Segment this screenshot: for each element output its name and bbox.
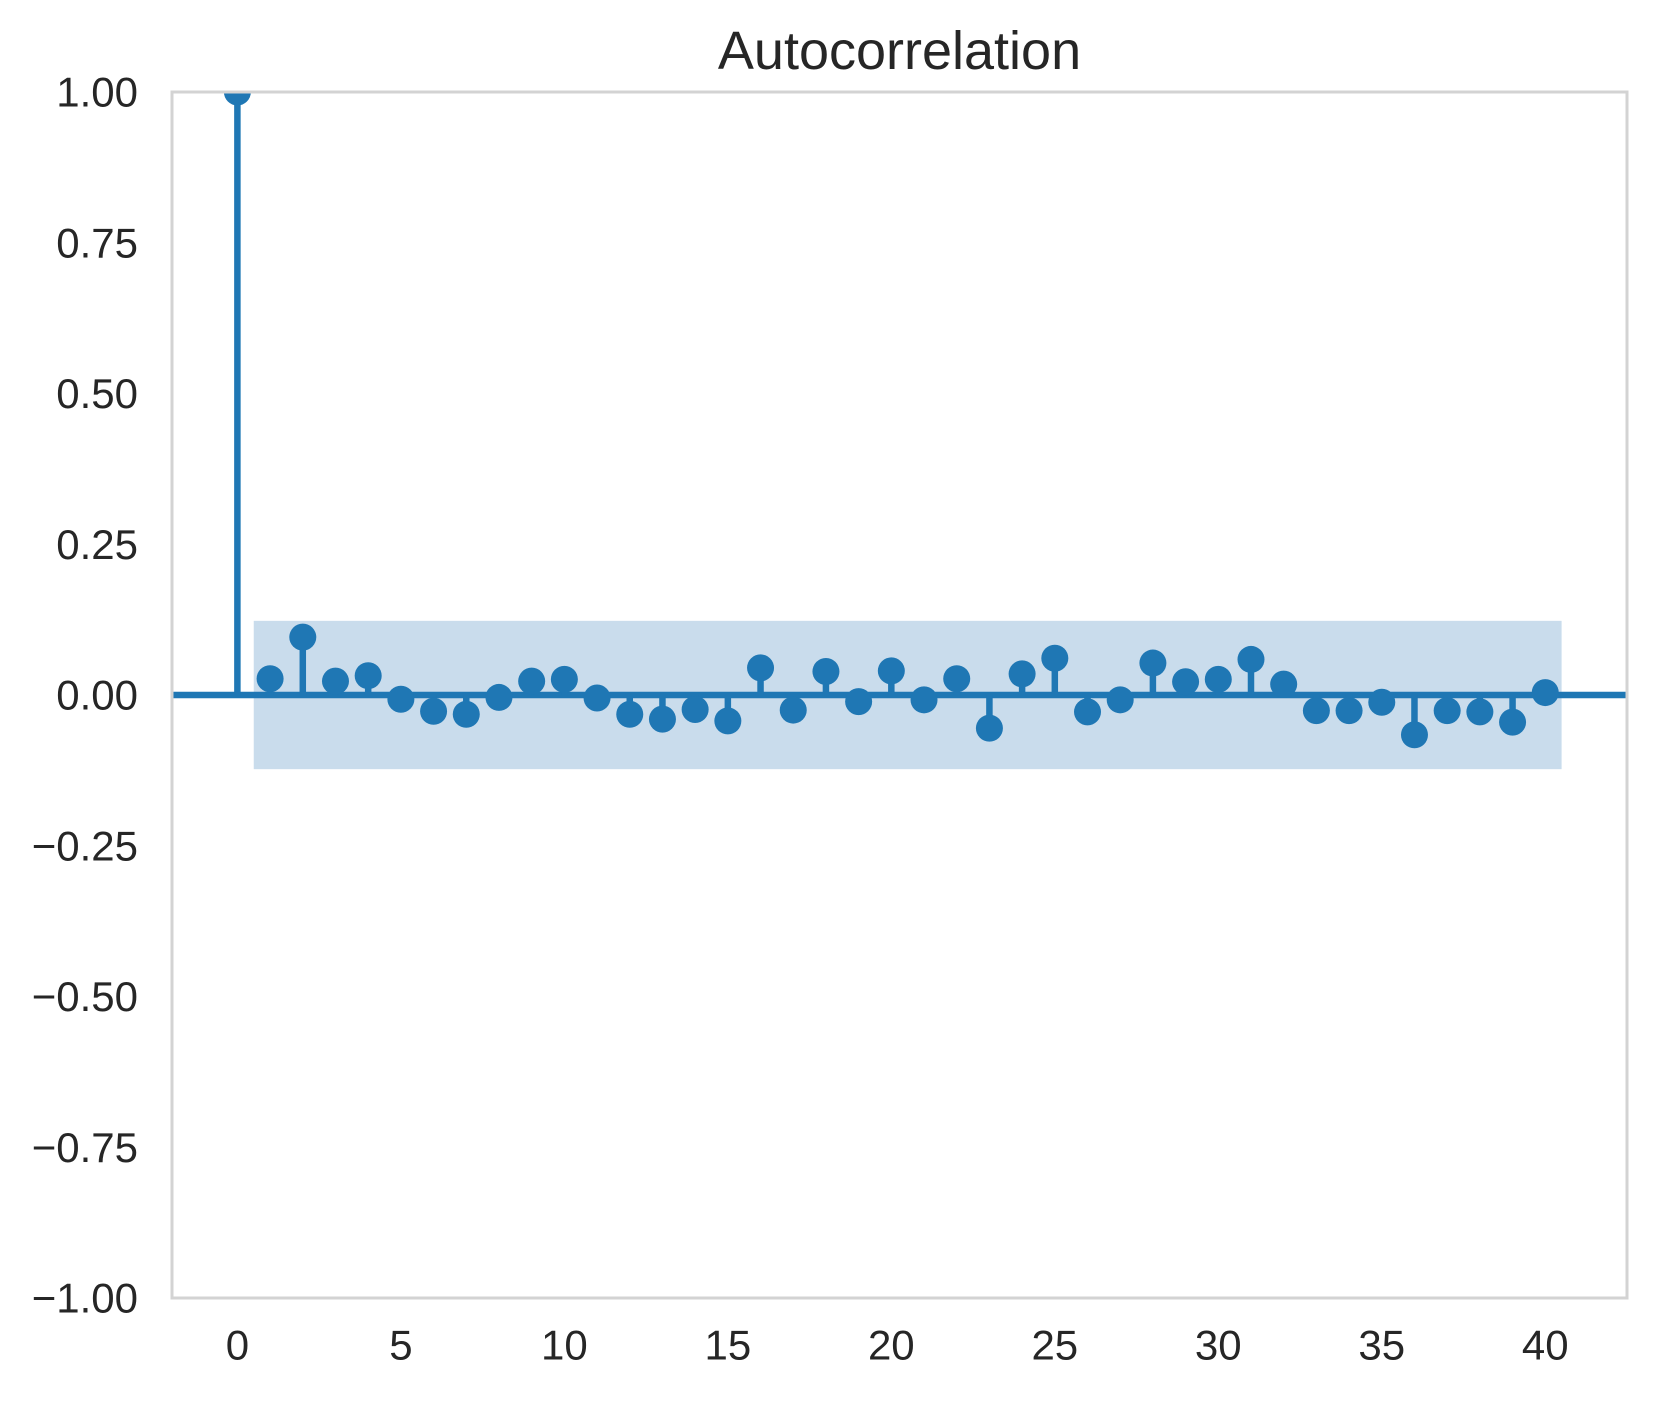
x-tick-label: 15 (704, 1322, 751, 1369)
acf-marker (1139, 649, 1167, 677)
acf-marker (550, 665, 578, 693)
acf-marker (845, 688, 873, 716)
acf-marker (321, 667, 349, 695)
y-tick-label: −1.00 (32, 1275, 138, 1322)
acf-marker (223, 92, 251, 106)
acf-marker (681, 695, 709, 723)
acf-marker (1466, 698, 1494, 726)
acf-marker (1237, 645, 1265, 673)
acf-marker (616, 700, 644, 728)
x-tick-label: 20 (868, 1322, 915, 1369)
y-tick-label: 1.00 (56, 69, 138, 116)
y-tick-label: 0.50 (56, 370, 138, 417)
x-tick-label: 0 (226, 1322, 249, 1369)
acf-marker (747, 654, 775, 682)
acf-marker (1531, 679, 1559, 707)
acf-marker (354, 662, 382, 690)
acf-marker (648, 705, 676, 733)
x-tick-label: 35 (1358, 1322, 1405, 1369)
acf-marker (485, 683, 513, 711)
y-tick-label: 0.75 (56, 219, 138, 266)
acf-marker (1368, 688, 1396, 716)
acf-marker (1335, 697, 1363, 725)
x-tick-label: 25 (1031, 1322, 1078, 1369)
chart-title: Autocorrelation (717, 21, 1082, 81)
acf-marker (943, 665, 971, 693)
acf-marker (714, 707, 742, 735)
acf-marker (256, 665, 284, 693)
acf-marker (1499, 708, 1527, 736)
acf-marker (1204, 665, 1232, 693)
y-tick-label: −0.50 (32, 973, 138, 1020)
acf-marker (779, 696, 807, 724)
acf-marker (1302, 697, 1330, 725)
x-tick-label: 40 (1522, 1322, 1569, 1369)
acf-marker (518, 667, 546, 695)
x-tick-label: 30 (1195, 1322, 1242, 1369)
acf-marker (1172, 668, 1200, 696)
x-tick-label: 10 (541, 1322, 588, 1369)
acf-marker (583, 684, 611, 712)
x-tick-label: 5 (389, 1322, 412, 1369)
acf-marker (1008, 660, 1036, 688)
acf-marker (1433, 697, 1461, 725)
acf-marker (1106, 686, 1134, 714)
acf-marker (289, 623, 317, 651)
plot-frame (170, 90, 1629, 1300)
y-tick-label: −0.25 (32, 822, 138, 869)
acf-marker (1400, 721, 1428, 749)
y-tick-label: −0.75 (32, 1124, 138, 1171)
y-tick-label: 0.00 (56, 672, 138, 719)
y-tick-label: 0.25 (56, 521, 138, 568)
acf-marker (1270, 670, 1298, 698)
acf-series (223, 92, 1559, 749)
acf-marker (812, 657, 840, 685)
acf-marker (452, 700, 480, 728)
acf-marker (1074, 698, 1102, 726)
acf-marker (910, 686, 938, 714)
acf-marker (975, 714, 1003, 742)
acf-marker (387, 685, 415, 713)
acf-marker (1041, 644, 1069, 672)
acf-marker (420, 697, 448, 725)
acf-marker (877, 657, 905, 685)
